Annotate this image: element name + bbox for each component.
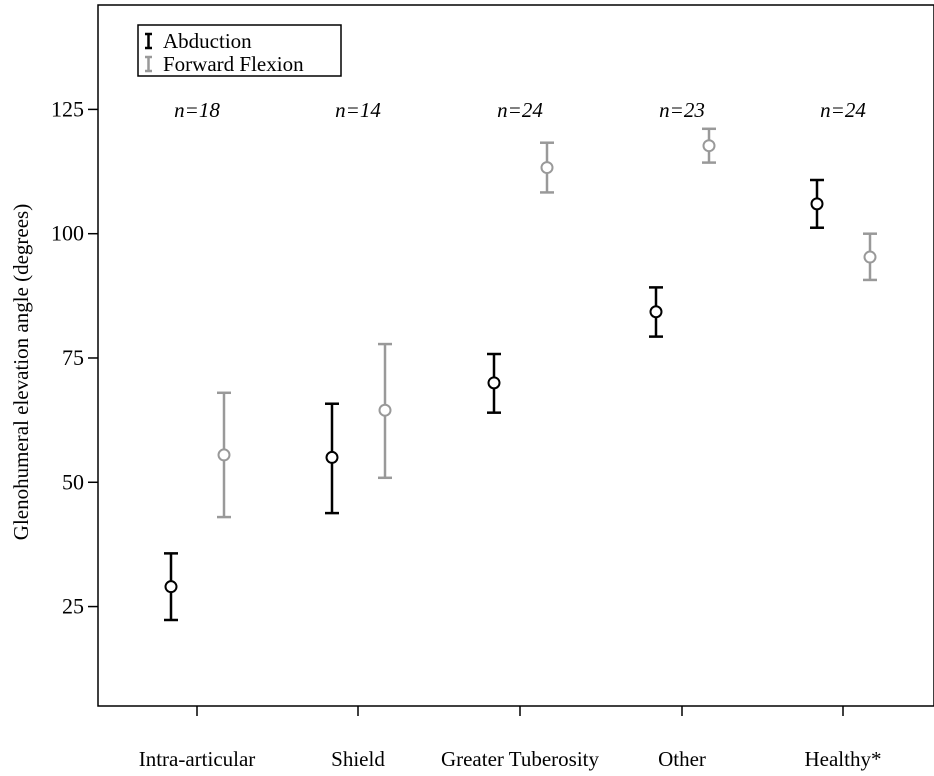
legend-item-abduction: Abduction — [145, 29, 252, 53]
errorbar-forward-flexion — [702, 127, 716, 164]
legend: Abduction Forward Flexion — [137, 24, 342, 77]
y-axis-title: Glenohumeral elevation angle (degrees) — [9, 204, 33, 540]
group-count-labels: n=18 n=14 n=24 n=23 n=24 — [174, 98, 866, 122]
y-tick-label: 100 — [51, 221, 84, 246]
mean-marker — [810, 197, 824, 211]
mean-marker — [863, 250, 877, 264]
errorbar-abduction — [487, 352, 501, 414]
series-abduction — [164, 178, 824, 622]
mean-marker — [702, 139, 716, 153]
x-tick-label: Other — [658, 747, 706, 771]
legend-forward-flexion-label: Forward Flexion — [163, 52, 304, 76]
errorbar-forward-flexion — [540, 141, 554, 194]
errorbar-abduction — [810, 178, 824, 229]
error-bars — [164, 127, 877, 622]
plot-frame — [97, 4, 934, 707]
legend-box — [137, 24, 342, 77]
errorbar-abduction — [649, 286, 663, 338]
mean-marker — [378, 403, 392, 417]
x-tick-label: Healthy* — [805, 747, 882, 771]
mean-marker — [325, 450, 339, 464]
group-count-label: n=24 — [497, 98, 543, 122]
group-count-label: n=23 — [659, 98, 705, 122]
mean-marker — [487, 376, 501, 390]
x-axis: Intra-articular Shield Greater Tuberosity O… — [139, 706, 882, 771]
group-count-label: n=14 — [335, 98, 381, 122]
mean-marker — [649, 305, 663, 319]
errorbar-forward-flexion — [378, 342, 392, 480]
y-tick-label: 75 — [62, 345, 84, 370]
group-count-label: n=24 — [820, 98, 866, 122]
group-count-label: n=18 — [174, 98, 220, 122]
errorbar-abduction — [164, 552, 178, 622]
legend-abduction-marker-icon — [145, 32, 152, 50]
mean-marker — [164, 580, 178, 594]
y-tick-label: 125 — [51, 96, 84, 121]
x-tick-label: Shield — [331, 747, 385, 771]
legend-forward-flexion-marker-icon — [145, 55, 152, 73]
series-forward-flexion — [217, 127, 877, 519]
legend-item-forward-flexion: Forward Flexion — [145, 52, 304, 76]
y-tick-label: 25 — [62, 594, 84, 619]
legend-abduction-label: Abduction — [163, 29, 252, 53]
mean-marker — [540, 161, 554, 175]
x-tick-label: Greater Tuberosity — [441, 747, 600, 771]
mean-marker — [217, 448, 231, 462]
y-axis: 25 50 75 100 125 — [51, 96, 98, 619]
errorbar-forward-flexion — [217, 391, 231, 519]
errorbar-abduction — [325, 402, 339, 515]
errorbar-forward-flexion — [863, 232, 877, 282]
x-tick-label: Intra-articular — [139, 747, 256, 771]
y-tick-label: 50 — [62, 469, 84, 494]
